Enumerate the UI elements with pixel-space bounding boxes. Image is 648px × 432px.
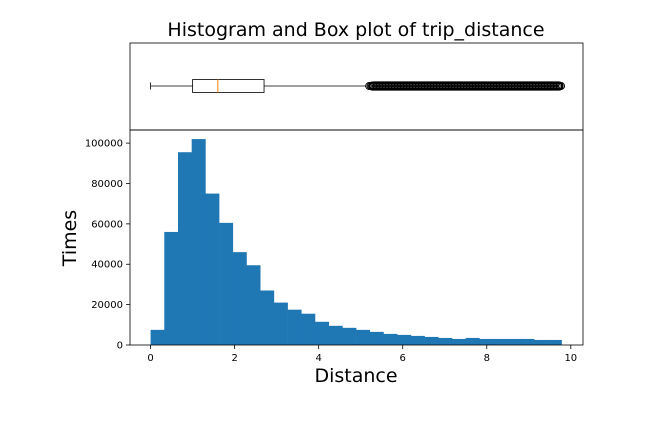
histogram-bar [219, 222, 234, 345]
histogram-bar [232, 252, 247, 345]
histogram-bar [356, 329, 371, 345]
histogram-frame [129, 129, 584, 346]
x-tick-label: 8 [484, 353, 490, 364]
box-iqr [192, 79, 265, 93]
x-axis-label: Distance [314, 365, 397, 387]
y-tick-label: 40000 [91, 260, 123, 271]
y-tick-label: 60000 [91, 219, 123, 230]
histogram-bar [383, 333, 398, 345]
histogram-bar [273, 302, 288, 345]
histogram-bar [246, 265, 261, 345]
histogram-bar [506, 338, 521, 345]
histogram-bar [397, 334, 412, 345]
y-tick-label: 20000 [91, 300, 123, 311]
histogram-bar [328, 325, 343, 345]
histogram-bar [314, 321, 329, 345]
histogram-bar [493, 338, 508, 345]
y-tick-label: 0 [117, 341, 123, 352]
histogram-bar [547, 339, 562, 345]
histogram-bar [287, 309, 302, 345]
histogram-bar [301, 313, 316, 345]
histogram-bars [150, 139, 562, 345]
histogram-bar [164, 231, 179, 345]
chart-title: Histogram and Box plot of trip_distance [167, 19, 544, 41]
histogram-bar [177, 152, 192, 345]
histogram-bar [150, 329, 165, 345]
x-tick-label: 6 [400, 353, 406, 364]
box-outlier [557, 82, 566, 90]
x-axis: 0 2 4 6 8 10 [147, 345, 577, 364]
boxplot [150, 79, 566, 93]
histogram-bar [410, 335, 425, 345]
histogram-bar [438, 337, 453, 345]
y-tick-label: 100000 [85, 139, 123, 150]
histogram-bar [465, 337, 480, 345]
histogram-bar [342, 327, 357, 345]
histogram-bar [260, 290, 275, 345]
x-tick-label: 10 [564, 353, 577, 364]
x-tick-label: 4 [315, 353, 321, 364]
histogram-bar [479, 338, 494, 345]
histogram-bar [191, 139, 206, 345]
histogram-bar [520, 338, 535, 345]
x-tick-label: 2 [231, 353, 237, 364]
histogram-bar [534, 339, 549, 345]
y-axis-label: Times [59, 210, 81, 267]
histogram-bar [424, 336, 439, 345]
histogram-bar [205, 193, 220, 345]
histogram-bar [451, 338, 466, 345]
y-tick-label: 80000 [91, 179, 123, 190]
histogram-bar [369, 331, 384, 345]
y-axis: 0 20000 40000 60000 80000 100000 [85, 139, 130, 352]
x-tick-label: 0 [147, 353, 153, 364]
